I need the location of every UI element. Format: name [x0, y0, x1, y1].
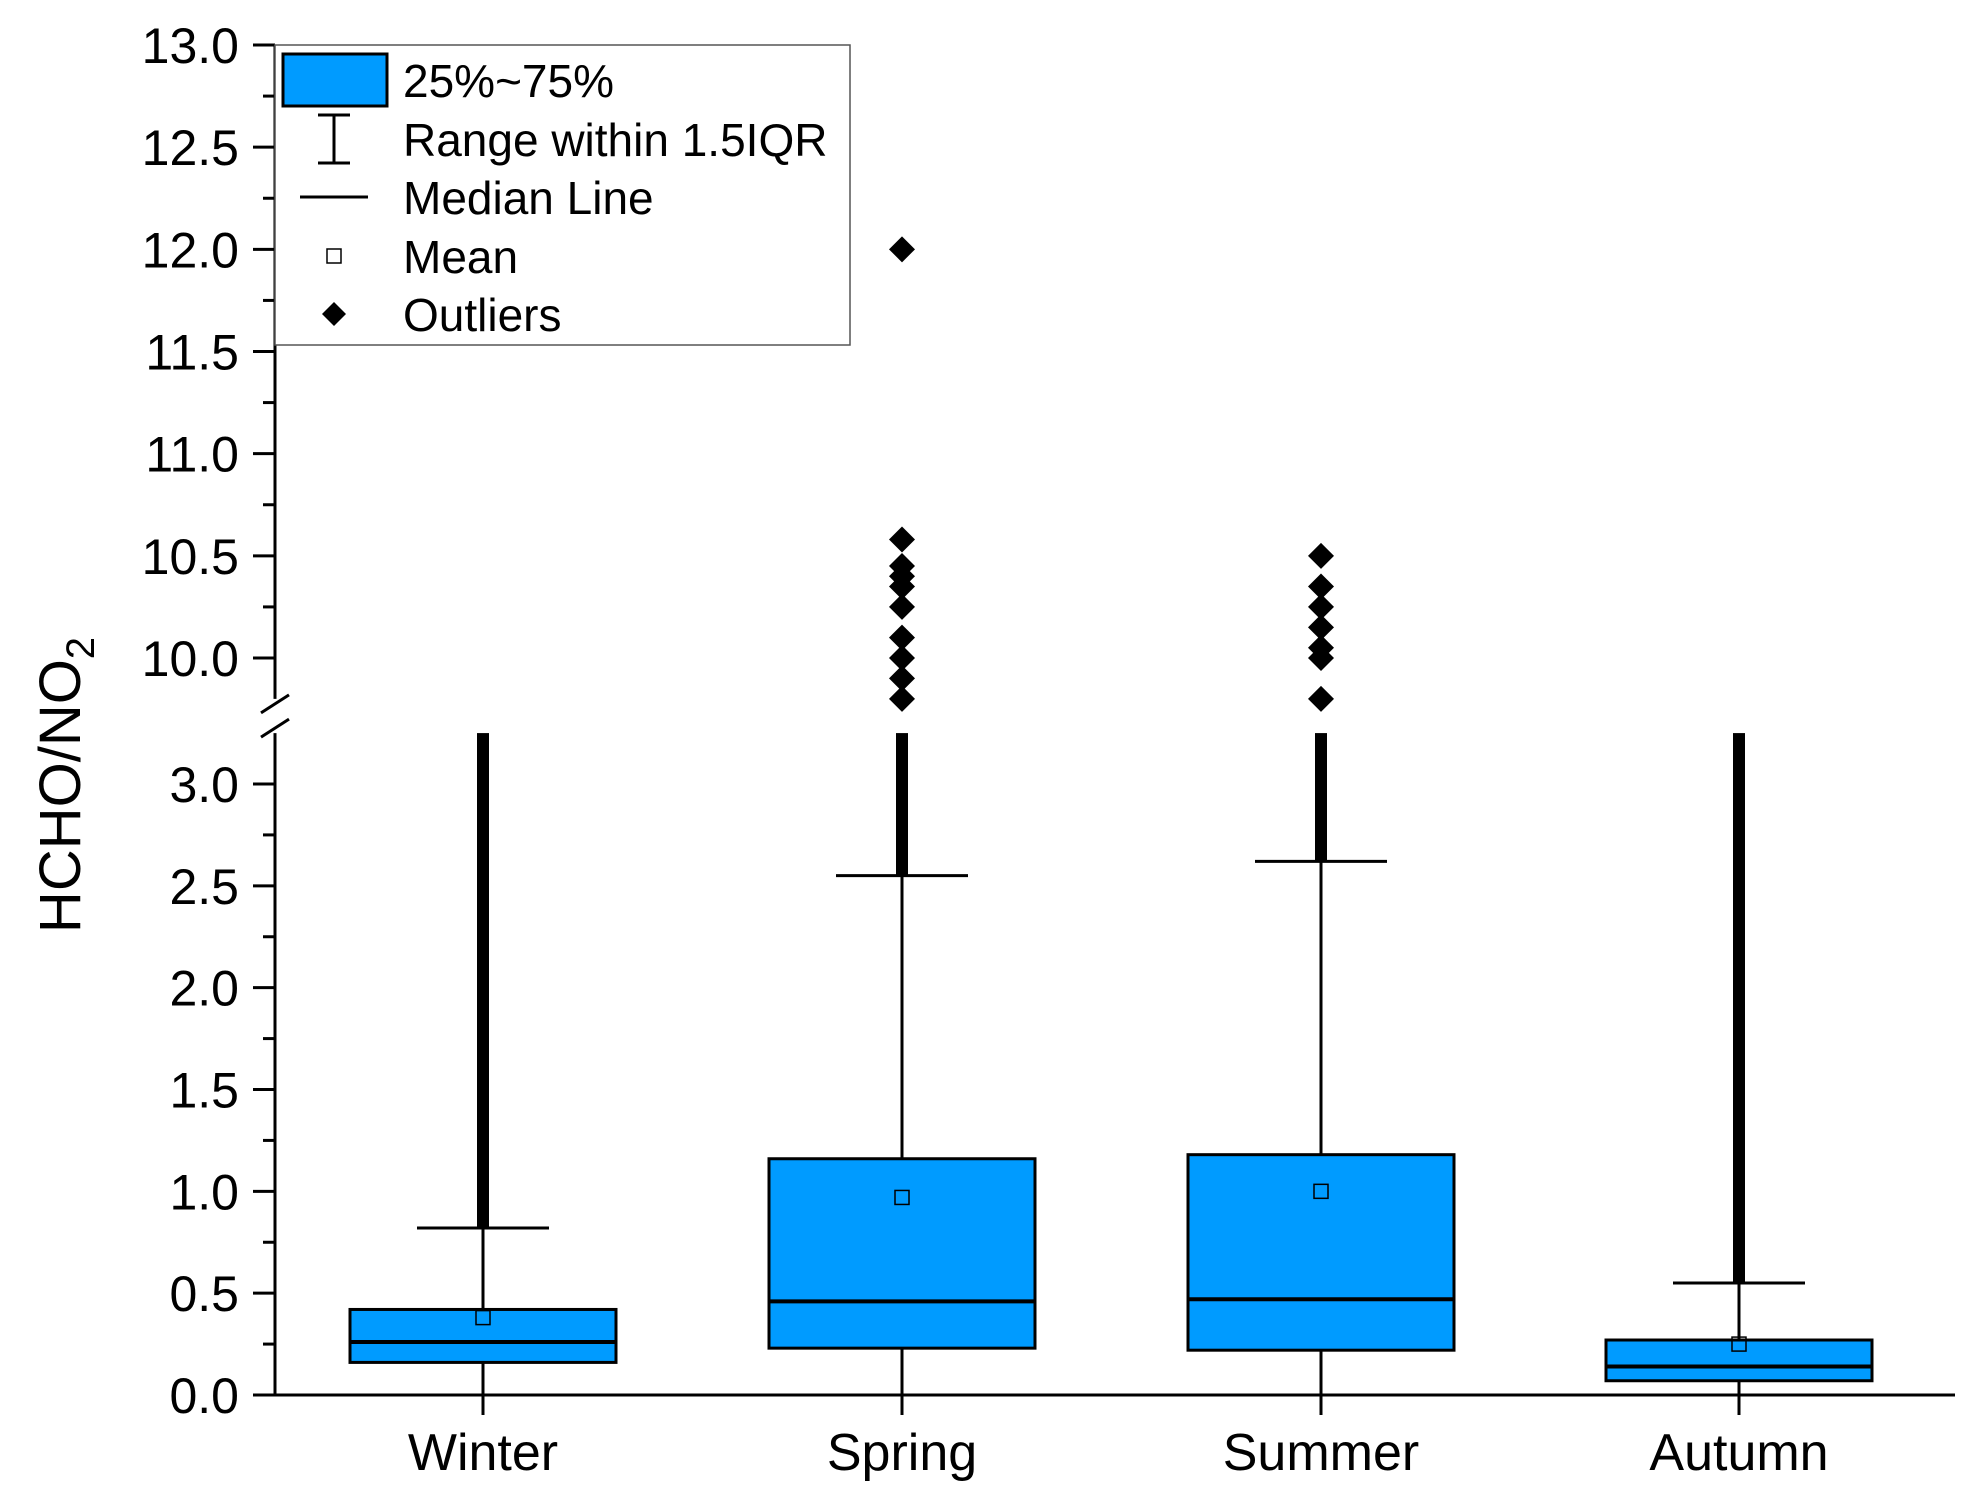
outlier-point — [889, 665, 915, 692]
y-tick-label: 3.0 — [169, 757, 239, 813]
legend-box-swatch — [281, 52, 389, 108]
mean-marker — [1731, 1336, 1747, 1352]
y-tick-label: 12.5 — [142, 120, 239, 176]
outlier-band — [1315, 733, 1327, 862]
iqr-box — [1604, 1338, 1874, 1383]
legend-entry: Mean — [326, 231, 518, 283]
box-series — [348, 236, 1874, 1396]
outlier-point — [889, 624, 915, 651]
y-tick-label: 0.5 — [169, 1266, 239, 1322]
x-tick-label: Winter — [408, 1424, 558, 1482]
outlier-point — [889, 236, 915, 263]
outlier-point — [1308, 634, 1334, 661]
outlier-point — [889, 685, 915, 712]
legend-label: Mean — [403, 231, 518, 283]
mean-marker — [894, 1189, 910, 1206]
legend-mean-icon — [326, 248, 342, 264]
legend-entry: 25%~75% — [281, 52, 614, 108]
outlier-point — [889, 553, 915, 580]
outlier-point — [1308, 573, 1334, 600]
iqr-box — [348, 1307, 618, 1364]
legend: 25%~75% Range within 1.5IQR Median Line Mea… — [274, 44, 851, 346]
y-axis-label: HCHO/NO2 — [28, 637, 103, 933]
box-summer — [1186, 542, 1456, 1396]
iqr-box — [1186, 1153, 1456, 1352]
outlier-point — [1308, 685, 1334, 712]
mean-marker — [1313, 1183, 1329, 1200]
legend-outlier-icon — [322, 302, 346, 326]
outlier-point — [889, 645, 915, 671]
mean-marker — [475, 1309, 491, 1326]
legend-label: 25%~75% — [403, 55, 614, 107]
axis-break-mark — [260, 717, 290, 739]
outlier-point — [1308, 614, 1334, 641]
y-tick-label: 1.0 — [169, 1164, 239, 1220]
y-tick-label: 2.5 — [169, 859, 239, 915]
axis-break-mark — [260, 693, 290, 715]
y-tick-label: 12.0 — [142, 222, 239, 278]
outlier-band — [896, 733, 908, 876]
outlier-point — [1308, 542, 1334, 569]
legend-entry: Range within 1.5IQR — [318, 113, 827, 166]
legend-label: Range within 1.5IQR — [403, 114, 827, 166]
x-tick-label: Autumn — [1649, 1424, 1828, 1482]
x-tick-label: Spring — [827, 1424, 977, 1482]
legend-entry: Outliers — [322, 289, 561, 341]
box-winter — [348, 733, 618, 1396]
y-tick-label: 11.0 — [145, 427, 239, 483]
axes: 0.0 0.5 1.0 1.5 2.0 2.5 3.0 10.0 10.5 11.0 11.5 12.… — [142, 18, 1955, 1482]
outlier-point — [889, 526, 915, 553]
legend-label: Outliers — [403, 289, 561, 341]
outlier-point — [1308, 593, 1334, 620]
x-tick-label: Summer — [1223, 1424, 1419, 1482]
box-spring — [767, 236, 1037, 1396]
y-tick-label: 10.5 — [142, 529, 239, 585]
box-autumn — [1604, 733, 1874, 1396]
legend-entry: Median Line — [300, 172, 654, 224]
y-tick-label: 13.0 — [142, 18, 239, 74]
y-tick-label: 0.0 — [169, 1368, 239, 1424]
outlier-band — [1733, 733, 1745, 1283]
outlier-band — [477, 733, 489, 1228]
y-tick-label: 2.0 — [169, 961, 239, 1017]
y-tick-label: 11.5 — [145, 325, 239, 381]
y-tick-label: 1.5 — [169, 1063, 239, 1119]
legend-label: Median Line — [403, 172, 654, 224]
outlier-point — [889, 593, 915, 620]
y-tick-label: 10.0 — [142, 631, 239, 687]
iqr-box — [767, 1157, 1037, 1350]
